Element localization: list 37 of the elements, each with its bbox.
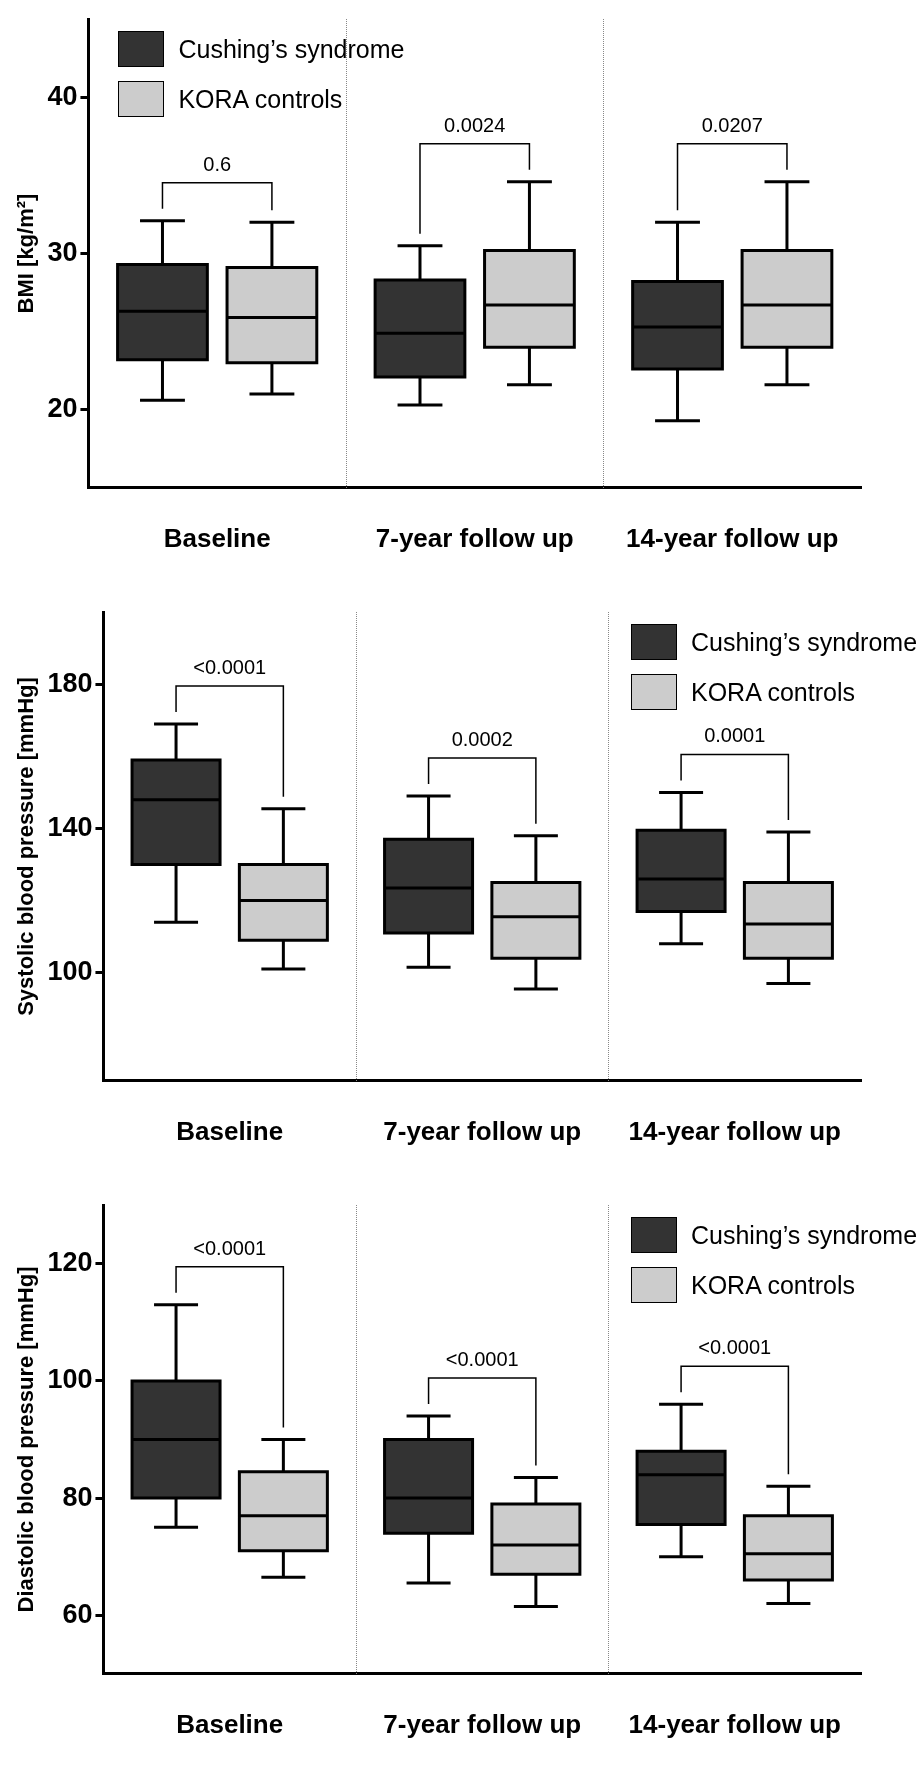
legend-label: Cushing’s syndrome [691,1220,918,1250]
legend-label: KORA controls [178,84,343,114]
x-tick-label: 7-year follow up [383,1708,582,1739]
x-tick-label: 7-year follow up [375,522,574,553]
annotation: <0.0001 [445,1348,519,1371]
x-tick-label: 14-year follow up [628,1115,841,1146]
y-axis-title: Diastolic blood pressure [mmHg] [13,1266,39,1613]
y-tick-label: 100 [47,1364,93,1395]
annotation: 0.0207 [701,113,763,136]
y-axis-title: Systolic blood pressure [mmHg] [13,677,39,1016]
y-tick-label: 20 [47,393,78,424]
annotation: 0.0002 [451,728,513,751]
legend-label: Cushing’s syndrome [178,34,405,64]
y-tick-label: 100 [47,956,93,987]
y-tick-label: 140 [47,811,93,842]
annotation: <0.0001 [193,1236,267,1259]
x-tick-label: 14-year follow up [626,522,839,553]
annotation: <0.0001 [193,655,267,678]
y-tick-label: 60 [62,1598,93,1629]
annotation: 0.0024 [444,113,506,136]
x-tick-label: Baseline [176,1708,284,1739]
annotation: <0.0001 [698,1336,772,1359]
y-tick-label: 120 [47,1247,93,1278]
x-tick-label: Baseline [163,522,271,553]
y-tick-label: 30 [47,236,78,267]
y-tick-label: 180 [47,667,93,698]
annotation: 0.0001 [704,724,766,747]
x-tick-label: Baseline [176,1115,284,1146]
annotation: 0.6 [203,152,232,175]
legend-label: KORA controls [691,1270,855,1300]
y-tick-label: 80 [62,1481,93,1512]
y-tick-label: 40 [47,80,78,111]
y-axis-title: BMI [kg/m²] [13,193,39,314]
legend-label: KORA controls [691,677,855,707]
x-tick-label: 7-year follow up [383,1115,582,1146]
legend-label: Cushing’s syndrome [691,627,918,657]
x-tick-label: 14-year follow up [628,1708,841,1739]
